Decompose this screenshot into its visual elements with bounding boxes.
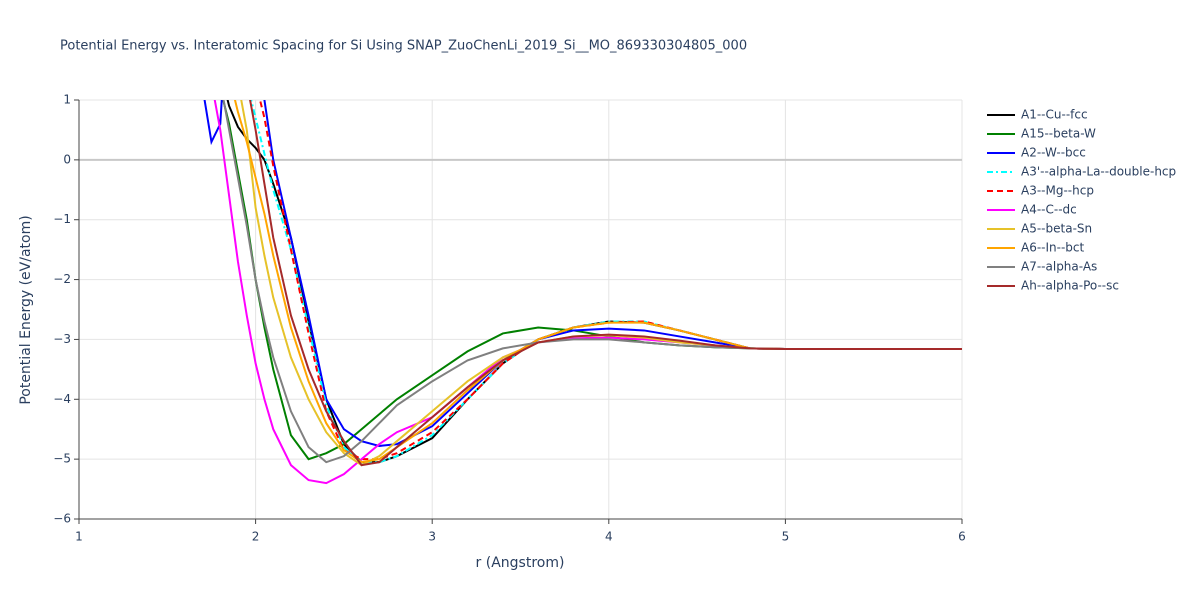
y-tick-label: −2 [53, 272, 71, 286]
x-tick-label: 2 [252, 530, 260, 544]
x-tick-label: 6 [958, 530, 966, 544]
legend-label: Ah--alpha-Po--sc [1021, 279, 1119, 293]
x-axis-label: r (Angstrom) [476, 555, 565, 571]
y-axis-label: Potential Energy (eV/atom) [18, 215, 34, 404]
chart-title: Potential Energy vs. Interatomic Spacing… [60, 39, 747, 54]
x-tick-label: 5 [782, 530, 790, 544]
y-tick-label: 0 [63, 152, 71, 166]
legend-label: A3'--alpha-La--double-hcp [1021, 165, 1176, 179]
plot-area [203, 100, 962, 485]
series-line [222, 100, 962, 464]
legend-label: A15--beta-W [1021, 127, 1096, 141]
y-tick-label: −1 [53, 212, 71, 226]
series-line [249, 100, 962, 467]
legend-label: A2--W--bcc [1021, 146, 1086, 160]
series-line [250, 100, 962, 464]
series-line [240, 100, 962, 467]
x-tick-label: 3 [428, 530, 436, 544]
legend-label: A5--beta-Sn [1021, 222, 1092, 236]
legend-label: A1--Cu--fcc [1021, 108, 1088, 122]
y-tick-label: −5 [53, 452, 71, 466]
legend-label: A6--In--bct [1021, 241, 1085, 255]
series-line [203, 100, 962, 447]
series-line [213, 100, 962, 485]
axes: 1 2 3 4 5 6 1 0 −1 −2 −3 −4 −5 −6 [53, 93, 966, 544]
y-tick-label: −4 [53, 392, 71, 406]
x-tick-label: 1 [75, 530, 83, 544]
series-line [226, 100, 962, 464]
series-line [233, 100, 962, 464]
series-line [222, 100, 962, 461]
legend-label: A4--C--dc [1021, 203, 1077, 217]
y-tick-label: −3 [53, 332, 71, 346]
y-tick-label: −6 [53, 512, 71, 526]
legend-label: A7--alpha-As [1021, 260, 1097, 274]
grid [78, 99, 963, 520]
y-tick-label: 1 [63, 93, 71, 107]
legend: A1--Cu--fcc A15--beta-W A2--W--bcc A3'--alp… [987, 108, 1176, 293]
legend-label: A3--Mg--hcp [1021, 184, 1094, 198]
x-tick-label: 4 [605, 530, 613, 544]
